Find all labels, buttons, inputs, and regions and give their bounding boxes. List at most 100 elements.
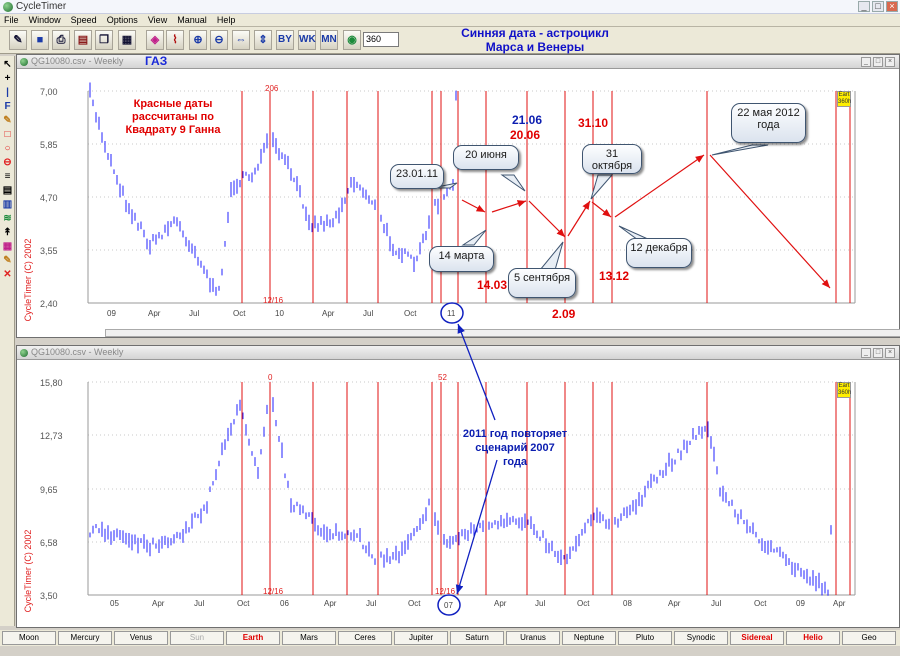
upper-x-tick: Apr	[148, 309, 161, 318]
tab-jupiter[interactable]: Jupiter	[394, 631, 448, 645]
upper-earth-tag: Eart 360h	[837, 91, 852, 107]
menu-manual[interactable]: Manual	[177, 15, 207, 25]
app-icon	[3, 2, 13, 12]
tab-mars[interactable]: Mars	[282, 631, 336, 645]
menu-view[interactable]: View	[147, 15, 168, 25]
tab-uranus[interactable]: Uranus	[506, 631, 560, 645]
period-input[interactable]: 360	[363, 32, 399, 47]
callout-20-june: 20 июня	[453, 145, 519, 170]
lower-x-tick: Apr	[833, 599, 846, 608]
ellipse-tool-icon[interactable]: ⊖	[3, 157, 12, 168]
menu-bar: File Window Speed Options View Manual He…	[0, 14, 900, 27]
wave-tool-icon[interactable]: ≋	[3, 213, 12, 224]
lower-x-tick: Apr	[324, 599, 337, 608]
upper-copyright: CycleTimer (C) 2002	[23, 238, 33, 322]
minimize-button[interactable]: _	[858, 1, 870, 12]
lower-x-tick: 09	[796, 599, 805, 608]
upper-y-tick: 4,70	[40, 193, 58, 203]
lower-window-title[interactable]: QG10080.csv - Weekly _ □ ×	[17, 346, 899, 360]
pointer-tool-icon[interactable]: ↖	[3, 59, 12, 70]
menu-window[interactable]: Window	[28, 15, 61, 25]
wk-icon[interactable]: WK	[298, 30, 316, 50]
upper-scrollbar[interactable]	[105, 329, 900, 337]
tab-geo[interactable]: Geo	[842, 631, 896, 645]
draw-tool-icon[interactable]: ✎	[3, 255, 12, 266]
chart-icon[interactable]: ⌇	[166, 30, 184, 50]
tab-sidereal[interactable]: Sidereal	[730, 631, 784, 645]
zoom-in-icon[interactable]: ⊕	[189, 30, 207, 50]
fan-tool-icon[interactable]: ▥	[2, 199, 13, 210]
menu-help[interactable]: Help	[216, 15, 236, 25]
tab-pluto[interactable]: Pluto	[618, 631, 672, 645]
menu-options[interactable]: Options	[106, 15, 138, 25]
lower-min-button[interactable]: _	[861, 348, 871, 358]
upper-chart-window: QG10080.csv - Weekly _ □ ×	[16, 54, 900, 338]
grid-tool-icon[interactable]: ▤	[2, 185, 13, 196]
lower-cycle-top-label-2: 52	[438, 373, 447, 382]
upper-close-button[interactable]: ×	[885, 57, 895, 67]
zoom-out-icon[interactable]: ⊖	[210, 30, 228, 50]
lower-cycle-top-label: 0	[268, 373, 273, 382]
upper-y-tick: 5,85	[40, 140, 58, 150]
mn-icon[interactable]: MN	[320, 30, 338, 50]
callout-5-september: 5 сентября	[508, 268, 576, 298]
palette-icon[interactable]: ◈	[146, 30, 164, 50]
upper-max-button[interactable]: □	[873, 57, 883, 67]
tab-ceres[interactable]: Ceres	[338, 631, 392, 645]
tab-saturn[interactable]: Saturn	[450, 631, 504, 645]
upper-x-tick: Jul	[189, 309, 200, 318]
drawing-tools: ↖ + | F ✎ □ ○ ⊖ ≡ ▤ ▥ ≋ ↟ ▦ ✎ ✕	[0, 56, 15, 626]
tab-sun[interactable]: Sun	[170, 631, 224, 645]
book-icon[interactable]: ▤	[74, 30, 92, 50]
circle-tool-icon[interactable]: ○	[4, 143, 11, 154]
save-icon[interactable]: ■	[31, 30, 49, 50]
tab-venus[interactable]: Venus	[114, 631, 168, 645]
chart-icon	[20, 58, 28, 66]
upper-min-button[interactable]: _	[861, 57, 871, 67]
fit-width-icon[interactable]: ⇔	[232, 30, 250, 50]
fit-height-icon[interactable]: ⇕	[254, 30, 272, 50]
lower-x-tick: Apr	[668, 599, 681, 608]
pencil-tool-icon[interactable]: ✎	[3, 115, 12, 126]
close-button[interactable]: ×	[886, 1, 898, 12]
upper-cycle-bottom-label: 12/16	[263, 296, 284, 305]
lower-circle-label: 07	[444, 601, 453, 610]
upper-cycle-top-label: 206	[265, 84, 279, 93]
by-icon[interactable]: BY	[276, 30, 294, 50]
copy-icon[interactable]: ❐	[95, 30, 113, 50]
delete-tool-icon[interactable]: ✕	[3, 269, 12, 280]
upper-y-tick: 7,00	[40, 87, 58, 97]
crosshair-tool-icon[interactable]: +	[4, 73, 11, 84]
menu-speed[interactable]: Speed	[70, 15, 97, 25]
globe-icon[interactable]: ◉	[343, 30, 361, 50]
tab-earth[interactable]: Earth	[226, 631, 280, 645]
red-date-20-06: 20.06	[510, 128, 541, 142]
rectangle-tool-icon[interactable]: □	[4, 129, 11, 140]
new-icon[interactable]: ✎	[9, 30, 27, 50]
stack-icon[interactable]: ▦	[118, 30, 136, 50]
callout-23-01-11: 23.01.11	[390, 164, 444, 189]
lower-x-tick: Jul	[535, 599, 546, 608]
upper-y-tick: 2,40	[40, 299, 58, 309]
upper-x-tick: Apr	[322, 309, 335, 318]
lower-x-tick: Oct	[577, 599, 590, 608]
tab-moon[interactable]: Moon	[2, 631, 56, 645]
upper-window-title[interactable]: QG10080.csv - Weekly _ □ ×	[17, 55, 899, 69]
vline-tool-icon[interactable]: |	[6, 87, 9, 98]
menu-file[interactable]: File	[4, 15, 19, 25]
lower-max-button[interactable]: □	[873, 348, 883, 358]
lower-x-tick: Apr	[494, 599, 507, 608]
tab-mercury[interactable]: Mercury	[58, 631, 112, 645]
print-icon[interactable]: ⎙	[52, 30, 70, 50]
upper-window-title-text: QG10080.csv - Weekly	[31, 56, 124, 66]
arrow-tool-icon[interactable]: ↟	[3, 227, 12, 238]
text-tool-icon[interactable]: ≡	[4, 171, 11, 182]
lower-x-tick: Apr	[152, 599, 165, 608]
fib-tool-icon[interactable]: F	[4, 101, 11, 112]
maximize-button[interactable]: □	[872, 1, 884, 12]
lower-close-button[interactable]: ×	[885, 348, 895, 358]
tab-neptune[interactable]: Neptune	[562, 631, 616, 645]
tab-synodic[interactable]: Synodic	[674, 631, 728, 645]
tab-helio[interactable]: Helio	[786, 631, 840, 645]
gann-tool-icon[interactable]: ▦	[2, 241, 13, 252]
